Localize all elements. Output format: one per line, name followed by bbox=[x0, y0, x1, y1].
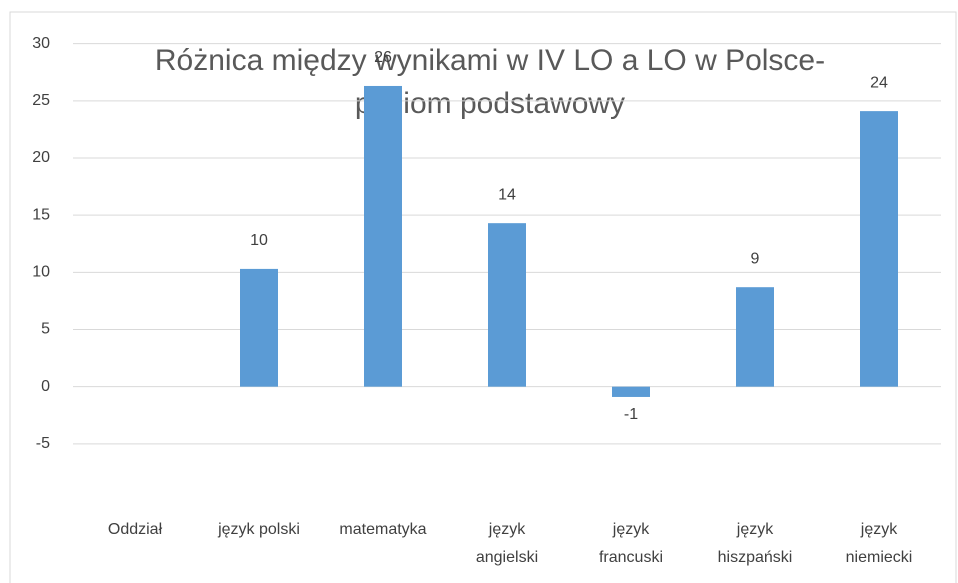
data-label: 9 bbox=[751, 250, 760, 267]
data-label: 10 bbox=[250, 232, 268, 249]
data-label: 26 bbox=[374, 49, 392, 66]
bar bbox=[736, 287, 774, 387]
bar bbox=[860, 111, 898, 387]
y-tick-label: 0 bbox=[41, 378, 50, 395]
y-tick-label: 5 bbox=[41, 321, 50, 338]
chart-title: Różnica między wynikami w IV LO a LO w P… bbox=[155, 44, 825, 77]
x-tick-label: matematyka bbox=[339, 521, 426, 538]
x-tick-label: język francuski bbox=[599, 521, 663, 566]
x-tick-label: język polski bbox=[217, 521, 300, 538]
y-tick-label: 15 bbox=[32, 206, 50, 223]
bar bbox=[364, 85, 402, 387]
y-tick-label: 20 bbox=[32, 149, 50, 166]
y-tick-label: 25 bbox=[32, 92, 50, 109]
y-tick-label: 10 bbox=[32, 264, 50, 281]
data-label: 24 bbox=[870, 74, 888, 91]
bar bbox=[240, 268, 278, 387]
y-tick-label: -5 bbox=[36, 435, 50, 452]
bar bbox=[488, 223, 526, 387]
y-tick-label: 30 bbox=[32, 35, 50, 52]
x-tick-label: Oddział bbox=[108, 521, 163, 538]
bar bbox=[612, 386, 650, 397]
chart-border bbox=[9, 11, 957, 583]
x-tick-label: język hiszpański bbox=[718, 521, 793, 566]
data-label: -1 bbox=[624, 406, 638, 423]
data-label: 14 bbox=[498, 186, 516, 203]
x-tick-label: język angielski bbox=[476, 521, 538, 566]
x-tick-label: język niemiecki bbox=[846, 521, 913, 566]
